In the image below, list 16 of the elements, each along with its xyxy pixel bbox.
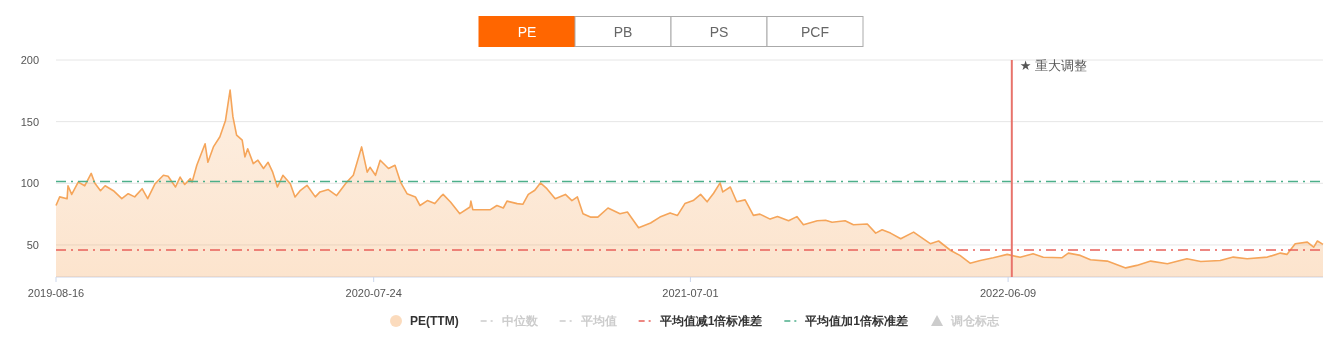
button: PE [478,16,576,47]
ref-line-label: ★ 重大调整 [1019,58,1088,73]
legend-label: 平均值加1倍标准差 [804,314,909,328]
button: PB [574,16,672,47]
x-tick-label: 2022-06-09 [979,287,1037,299]
button: PS [670,16,768,47]
y-tick-label: 50 [26,238,39,251]
x-tick-label: 2019-08-16 [27,287,85,299]
button: PCF [766,16,864,47]
y-tick-label: 150 [20,115,39,128]
legend-label: 平均值减1倍标准差 [658,314,763,328]
x-tick-label: 2021-07-01 [662,287,719,299]
legend-label: PE(TTM) [409,314,459,328]
y-tick-label: 100 [20,177,39,190]
y-tick-label: 200 [20,54,39,66]
x-tick-label: 2020-07-24 [345,287,402,299]
